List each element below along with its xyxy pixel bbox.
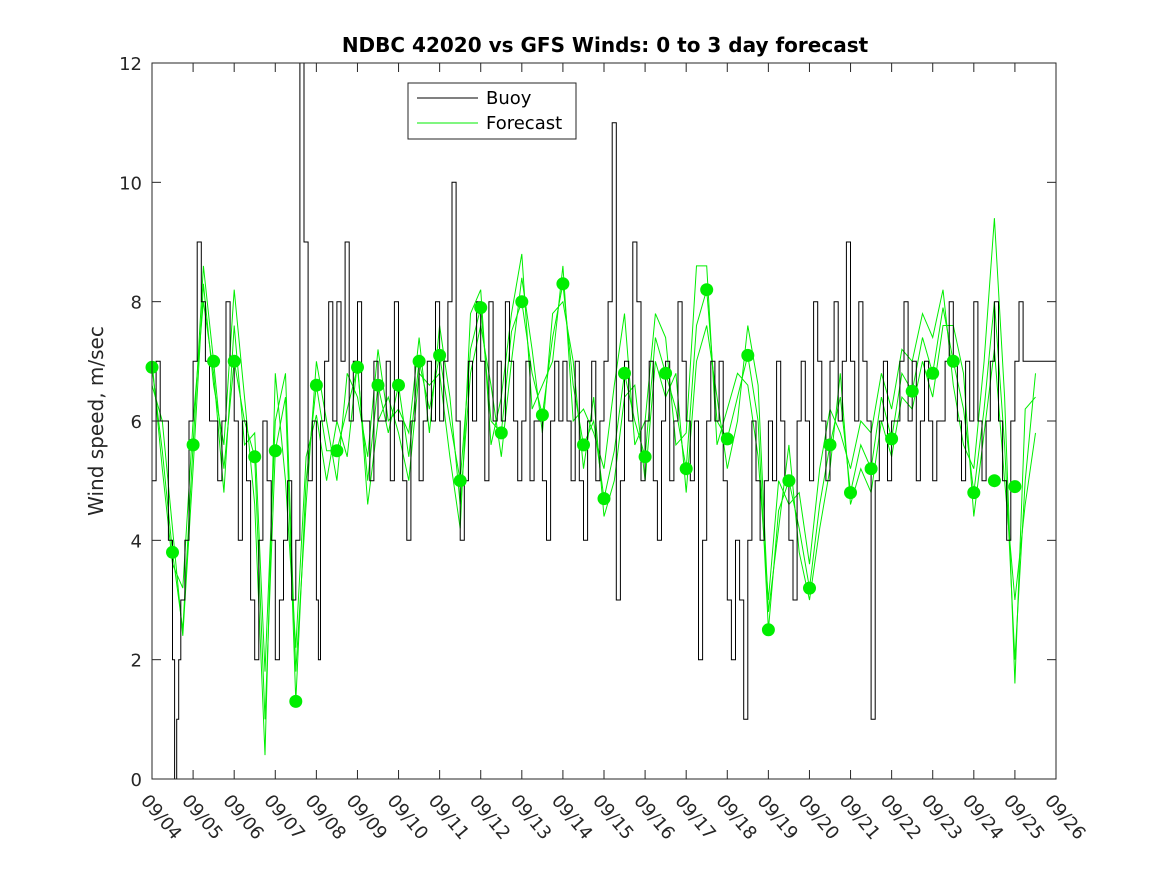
y-tick-label: 6	[131, 412, 142, 433]
forecast-marker	[227, 354, 241, 368]
forecast-marker	[433, 348, 447, 362]
buoy-line	[152, 62, 1056, 780]
y-tick-label: 4	[131, 531, 142, 552]
y-tick-label: 0	[131, 770, 142, 791]
forecast-marker	[494, 426, 508, 440]
forecast-marker	[309, 378, 323, 392]
forecast-line-2	[151, 218, 1036, 756]
forecast-marker	[166, 545, 179, 559]
forecast-marker	[268, 444, 282, 458]
forecast-marker	[453, 474, 467, 488]
forecast-marker	[371, 378, 385, 392]
forecast-marker	[679, 462, 693, 476]
forecast-marker	[782, 474, 796, 488]
forecast-marker	[761, 623, 775, 637]
forecast-marker	[618, 366, 631, 380]
forecast-marker	[186, 438, 200, 452]
y-tick-label: 10	[119, 173, 142, 194]
forecast-marker	[638, 450, 652, 464]
forecast-marker	[412, 354, 426, 368]
forecast-line-3	[151, 277, 1036, 672]
chart-title: NDBC 42020 vs GFS Winds: 0 to 3 day fore…	[342, 33, 869, 57]
forecast-marker	[720, 432, 734, 446]
forecast-marker	[803, 581, 816, 595]
y-tick-label: 2	[131, 651, 142, 672]
forecast-marker	[946, 354, 960, 368]
forecast-marker	[351, 360, 364, 374]
forecast-marker	[926, 366, 940, 380]
forecast-marker	[330, 444, 344, 458]
series-layer	[151, 62, 1056, 780]
forecast-marker	[1008, 480, 1022, 494]
forecast-marker	[823, 438, 837, 452]
legend: Buoy Forecast	[407, 82, 577, 140]
forecast-marker	[577, 438, 590, 452]
forecast-marker	[474, 301, 488, 315]
forecast-marker	[289, 694, 303, 708]
forecast-marker	[967, 486, 981, 500]
forecast-marker	[885, 432, 899, 446]
forecast-marker	[905, 384, 919, 398]
y-tick-label: 8	[131, 293, 142, 314]
marker-layer	[145, 277, 1022, 708]
legend-forecast-label: Forecast	[486, 113, 562, 134]
forecast-marker	[392, 378, 405, 392]
y-ticks: 0 2 4 6 8 10 12	[119, 54, 1056, 791]
forecast-marker	[844, 486, 857, 500]
forecast-marker	[597, 492, 611, 506]
y-axis-label: Wind speed, m/sec	[84, 326, 108, 516]
forecast-marker	[741, 348, 755, 362]
legend-buoy-label: Buoy	[486, 88, 532, 109]
forecast-marker	[864, 462, 878, 476]
forecast-marker	[207, 354, 221, 368]
forecast-marker	[987, 474, 1001, 488]
forecast-marker	[659, 366, 673, 380]
y-tick-label: 12	[119, 54, 142, 75]
forecast-line-1	[151, 265, 1036, 720]
forecast-marker	[535, 408, 549, 422]
forecast-marker	[248, 450, 262, 464]
forecast-marker	[700, 283, 714, 297]
forecast-marker	[515, 295, 529, 309]
forecast-marker	[556, 277, 570, 291]
legend-box	[407, 82, 577, 140]
